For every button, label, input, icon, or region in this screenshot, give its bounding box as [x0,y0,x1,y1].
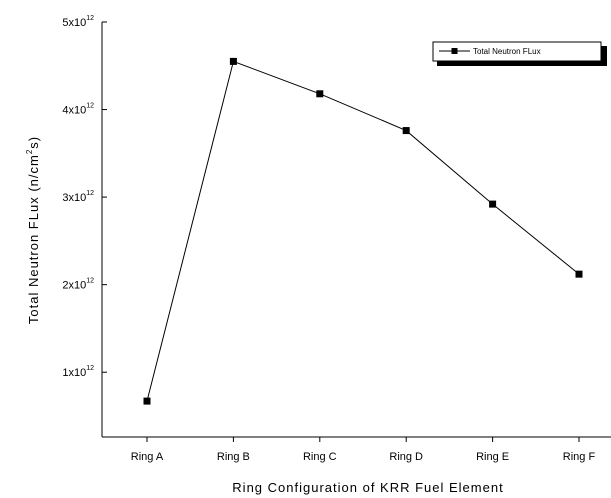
data-point [316,90,324,98]
plot-frame [101,22,611,438]
series-line [146,60,580,402]
legend-box [432,41,602,62]
legend-marker-sample [451,48,458,54]
x-axis-ticks: Ring A Ring B Ring C Ring D Ring E Ring F [131,437,596,463]
y-tick-label-mantissa: 4x10 [62,105,86,117]
data-point [489,200,497,208]
y-tick-label-exponent: 12 [86,365,94,372]
y-axis-label: Total Neutron FLux (n/cm2s) [25,136,41,324]
x-tick-label: Ring F [563,451,596,463]
y-axis-label-sup: 2 [25,149,34,154]
y-axis-label-end: s) [26,136,41,149]
y-tick-label: 3x1012 [62,190,94,204]
y-axis-label-main: Total Neutron FLux (n/cm [26,154,41,324]
x-tick-label: Ring B [217,451,250,463]
y-tick-label-exponent: 12 [86,15,94,22]
legend-label: Total Neutron FLux [473,47,541,56]
x-tick-label: Ring D [389,451,423,463]
y-tick-label-exponent: 12 [86,103,94,110]
x-axis-label: Ring Configuration of KRR Fuel Element [232,480,503,495]
y-tick-label: 4x1012 [62,103,94,117]
x-tick-label: Ring E [476,451,509,463]
y-tick-label: 2x1012 [62,278,94,292]
data-point [402,127,410,135]
y-tick-label-mantissa: 1x10 [62,367,86,379]
y-tick-label-mantissa: 3x10 [62,192,86,204]
y-tick-label: 1x1012 [62,365,94,379]
data-point [575,270,583,278]
legend: Total Neutron FLux [432,41,607,66]
y-tick-label-mantissa: 2x10 [62,280,86,292]
series-layer [143,57,583,405]
y-tick-label-exponent: 12 [86,190,94,197]
data-point [229,57,237,65]
x-tick-label: Ring A [131,451,164,463]
y-tick-label: 5x1012 [62,15,94,29]
x-tick-label: Ring C [303,451,337,463]
y-tick-label-mantissa: 5x10 [62,17,86,29]
data-point [143,397,151,405]
y-tick-label-exponent: 12 [86,278,94,285]
